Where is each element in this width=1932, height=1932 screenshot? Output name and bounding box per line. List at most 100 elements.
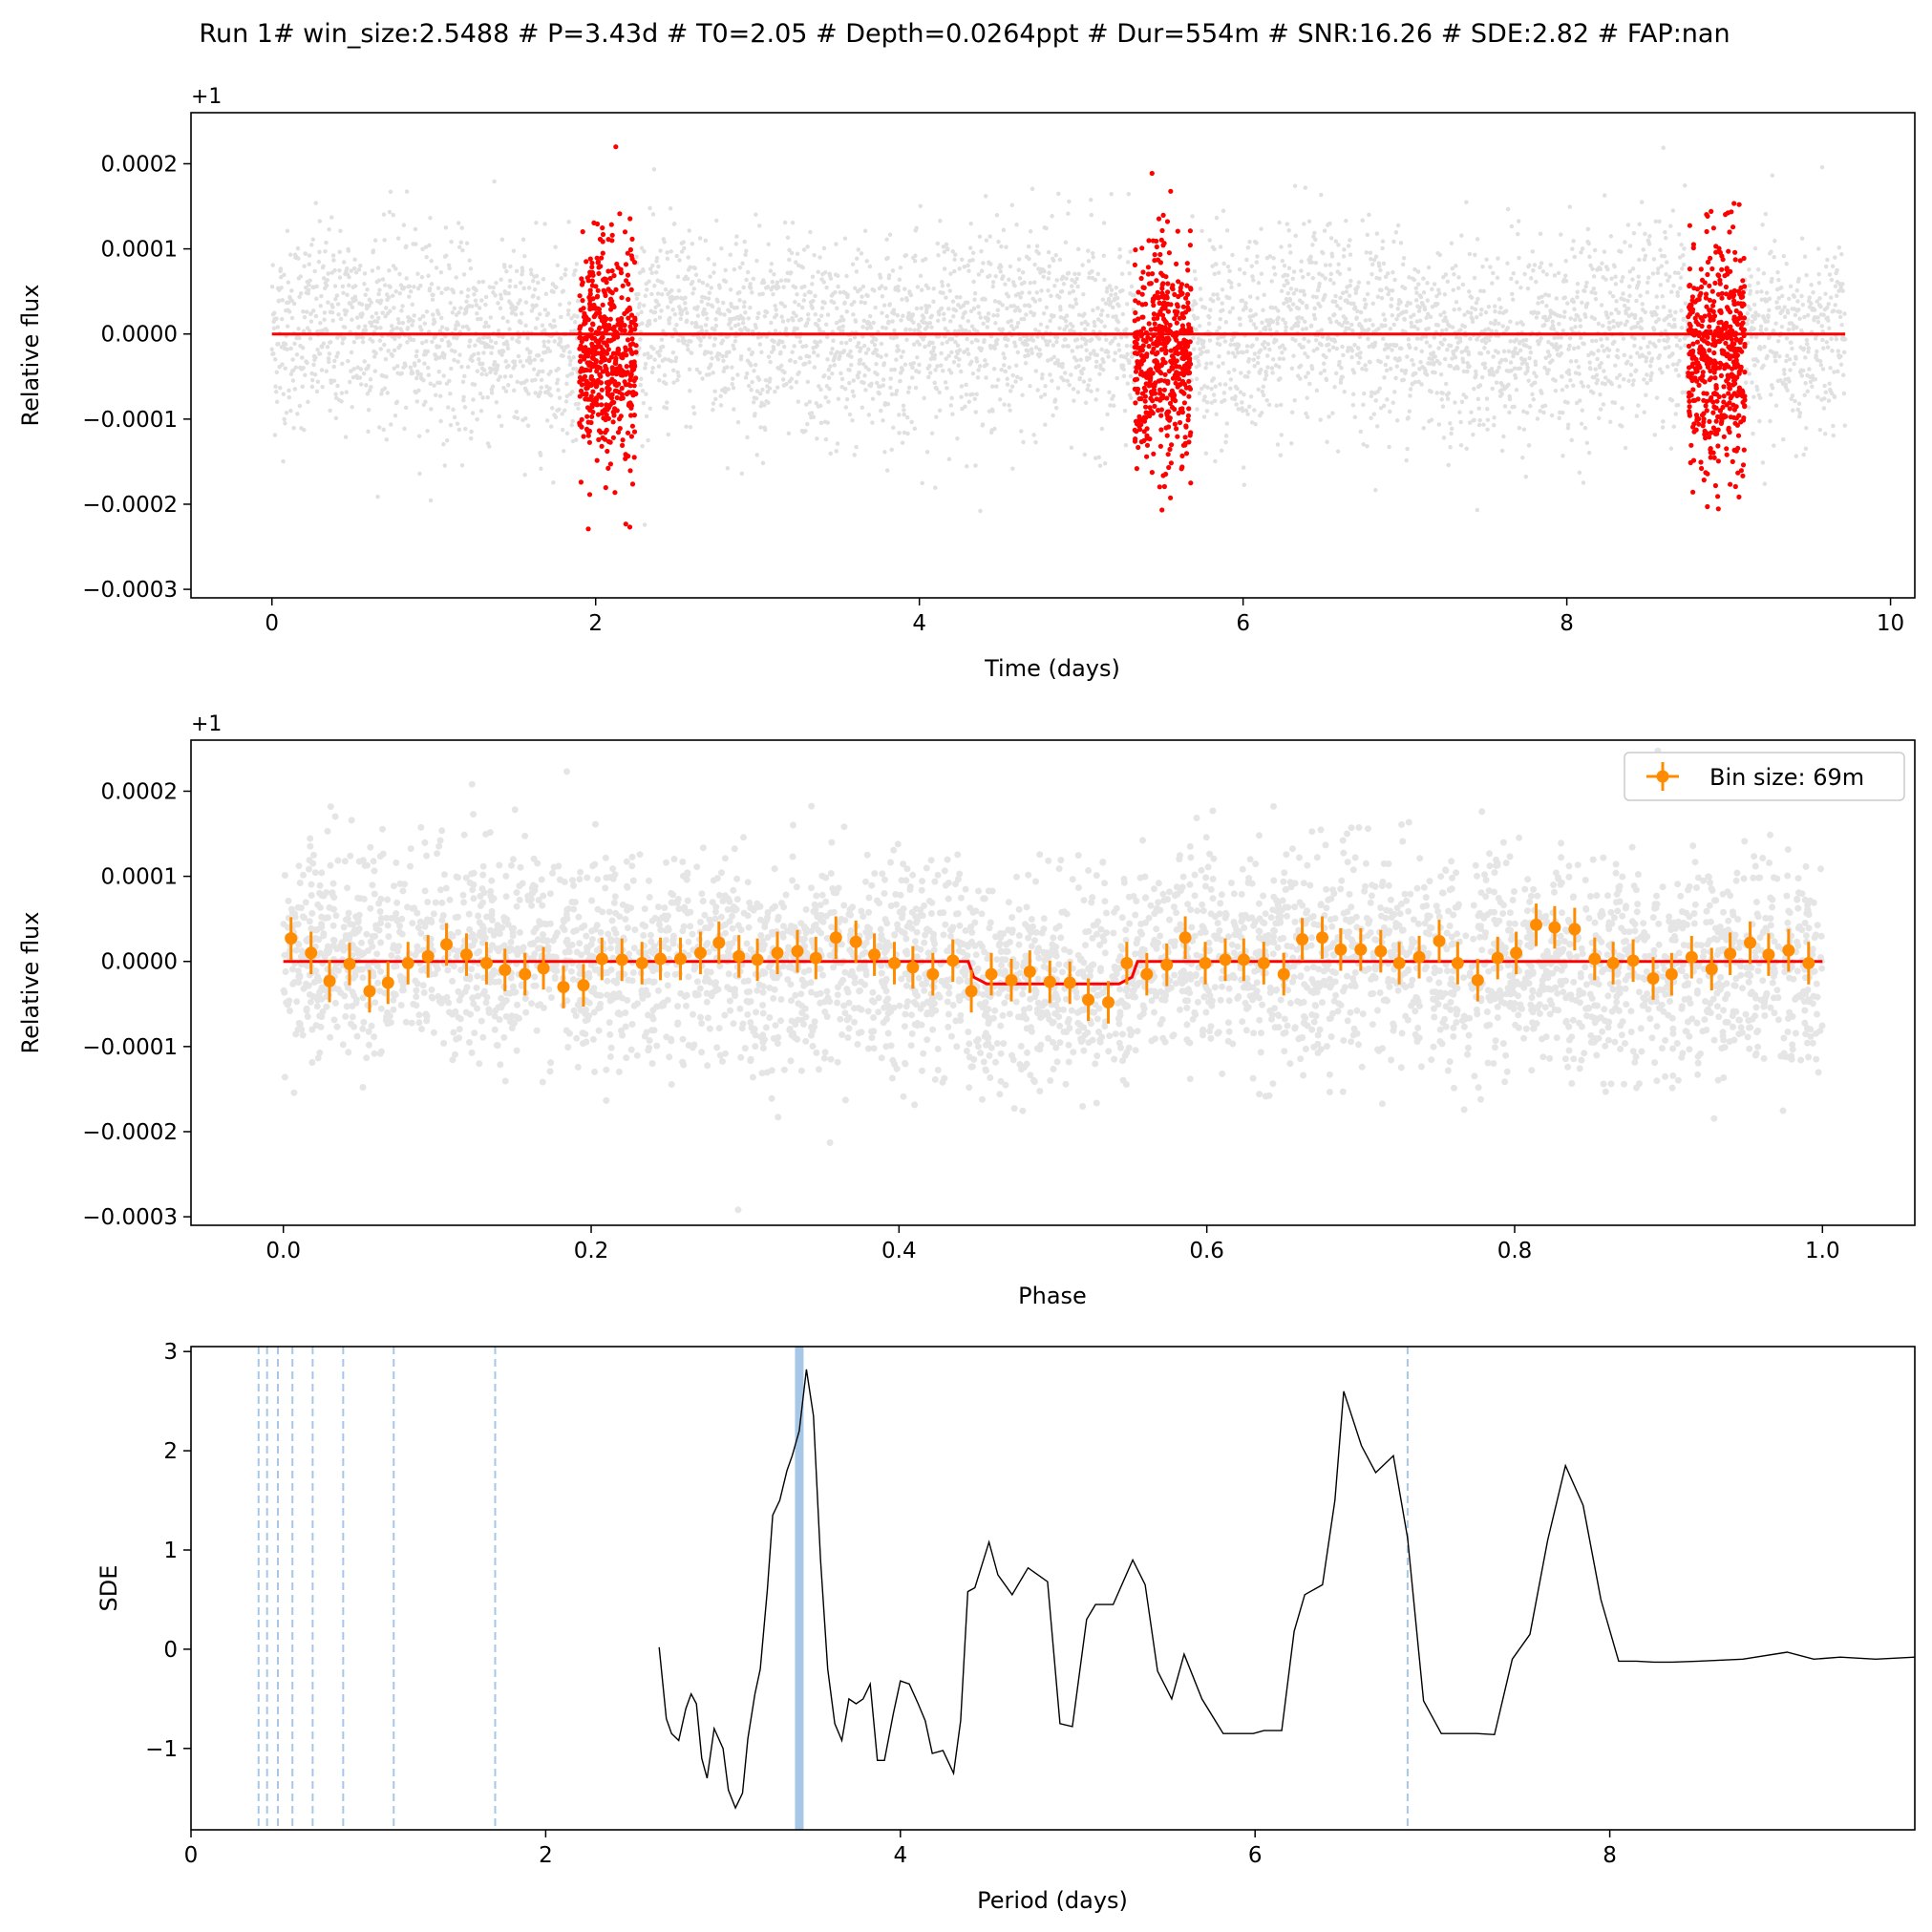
in-transit-point bbox=[1711, 391, 1717, 396]
in-transit-point bbox=[595, 287, 601, 293]
binned-point bbox=[1005, 973, 1018, 987]
in-transit-point bbox=[1728, 395, 1733, 401]
in-transit-point bbox=[1140, 343, 1146, 349]
legend-label: Bin size: 69m bbox=[1709, 764, 1864, 791]
in-transit-point bbox=[606, 325, 612, 330]
phase-folded-panel: 0.0 0.2 0.4 0.6 0.8 1.0 −0.0003 −0.0002 −0.0001 0… bbox=[17, 712, 1916, 1309]
in-transit-point bbox=[1704, 408, 1709, 414]
in-transit-point bbox=[1163, 350, 1169, 356]
in-transit-point bbox=[1735, 470, 1741, 476]
in-transit-point bbox=[611, 304, 617, 309]
in-transit-point bbox=[589, 414, 595, 419]
in-transit-point bbox=[1730, 402, 1736, 408]
binned-point bbox=[459, 948, 473, 962]
in-transit-point bbox=[1687, 398, 1692, 404]
in-transit-point bbox=[1187, 386, 1194, 392]
in-transit-point bbox=[1702, 313, 1708, 319]
in-transit-point bbox=[1687, 329, 1692, 334]
in-transit-point bbox=[1710, 303, 1716, 308]
in-transit-point bbox=[1697, 365, 1703, 371]
phase-folded-plot-area bbox=[280, 747, 1826, 1214]
light-curve-xlabel: Time (days) bbox=[984, 655, 1120, 682]
phase-folded-frame bbox=[190, 739, 1916, 1226]
in-transit-point bbox=[1699, 284, 1705, 290]
binned-point bbox=[1588, 952, 1602, 966]
in-transit-point bbox=[1177, 315, 1182, 321]
in-transit-point bbox=[595, 339, 601, 345]
in-transit-point bbox=[612, 382, 618, 388]
in-transit-point bbox=[1707, 297, 1712, 303]
binned-point bbox=[343, 957, 356, 970]
in-transit-point bbox=[1715, 443, 1721, 449]
in-transit-point bbox=[1736, 371, 1742, 376]
in-transit-point bbox=[1164, 339, 1171, 345]
in-transit-point bbox=[620, 442, 626, 448]
in-transit-point bbox=[1718, 372, 1724, 378]
binned-point bbox=[712, 936, 726, 949]
in-transit-point bbox=[1142, 393, 1148, 399]
in-transit-point bbox=[1736, 202, 1742, 207]
in-transit-point bbox=[1694, 339, 1700, 345]
in-transit-point bbox=[1715, 291, 1722, 297]
in-transit-point bbox=[1740, 329, 1746, 334]
in-transit-point bbox=[1729, 289, 1734, 295]
binned-point bbox=[1548, 921, 1561, 934]
in-transit-point bbox=[628, 312, 635, 318]
in-transit-point bbox=[1175, 372, 1180, 378]
in-transit-point bbox=[580, 298, 585, 304]
in-transit-point bbox=[1718, 308, 1724, 313]
in-transit-point bbox=[1701, 356, 1707, 362]
in-transit-point bbox=[1703, 291, 1709, 297]
in-transit-point bbox=[1156, 408, 1161, 414]
binned-point bbox=[440, 938, 454, 951]
in-transit-point bbox=[1185, 300, 1191, 306]
in-transit-point bbox=[1732, 483, 1738, 490]
in-transit-point bbox=[1726, 364, 1731, 370]
in-transit-point bbox=[620, 283, 626, 288]
in-transit-point bbox=[1730, 294, 1736, 300]
in-transit-point bbox=[1696, 421, 1702, 427]
x-tick-label: 6 bbox=[1236, 611, 1250, 636]
in-transit-point bbox=[628, 403, 635, 409]
in-transit-point bbox=[1713, 366, 1719, 372]
y-tick-label: −0.0003 bbox=[82, 1205, 178, 1230]
in-transit-point bbox=[1134, 466, 1139, 472]
in-transit-point bbox=[1701, 411, 1707, 416]
binned-point bbox=[751, 953, 764, 966]
binned-point bbox=[285, 932, 298, 945]
in-transit-point bbox=[1187, 243, 1193, 248]
in-transit-point bbox=[1704, 340, 1709, 346]
in-transit-point bbox=[624, 364, 629, 370]
in-transit-point bbox=[612, 388, 619, 393]
binned-point bbox=[1296, 933, 1309, 946]
in-transit-point bbox=[1739, 303, 1745, 309]
in-transit-point bbox=[1154, 278, 1159, 284]
in-transit-point bbox=[1185, 371, 1191, 376]
in-transit-point bbox=[1137, 427, 1143, 433]
in-transit-point bbox=[577, 335, 583, 341]
in-transit-point bbox=[594, 255, 600, 261]
in-transit-point bbox=[1185, 267, 1191, 273]
in-transit-point bbox=[1161, 387, 1167, 393]
in-transit-point bbox=[1715, 458, 1721, 464]
in-transit-point bbox=[623, 262, 629, 267]
in-transit-point bbox=[603, 292, 608, 299]
in-transit-point bbox=[628, 413, 634, 418]
in-transit-point bbox=[1157, 260, 1163, 265]
in-transit-point bbox=[1733, 308, 1739, 314]
binned-point bbox=[1491, 951, 1504, 965]
in-transit-point bbox=[579, 339, 584, 345]
in-transit-point bbox=[612, 490, 618, 496]
in-transit-point bbox=[623, 452, 628, 457]
y-tick-label: 0.0002 bbox=[101, 779, 178, 804]
in-transit-point bbox=[1724, 305, 1730, 310]
in-transit-point bbox=[600, 435, 605, 440]
in-transit-point bbox=[619, 295, 625, 301]
in-transit-point bbox=[1145, 265, 1151, 270]
in-transit-point bbox=[1165, 308, 1171, 314]
in-transit-point bbox=[1160, 243, 1166, 248]
in-transit-point bbox=[583, 396, 588, 402]
in-transit-point bbox=[1742, 370, 1748, 375]
in-transit-point bbox=[1734, 361, 1740, 367]
binned-point bbox=[479, 957, 493, 970]
